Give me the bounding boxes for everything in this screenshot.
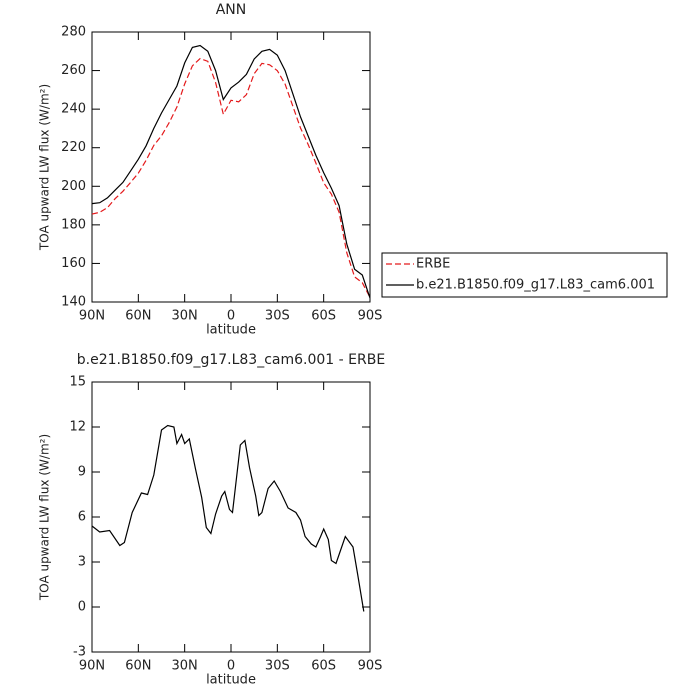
y-tick-label: 280 [61,25,86,40]
x-axis-label: latitude [206,323,256,338]
x-tick-label: 90N [79,309,105,324]
x-tick-label: 30N [172,309,198,324]
data-line [91,424,365,612]
y-tick-label: 0 [78,600,86,615]
chart-title: b.e21.B1850.f09_g17.L83_cam6.001 - ERBE [77,352,385,368]
y-tick-label: 160 [61,256,86,271]
plot-frame [91,381,371,653]
x-tick-label: 30S [265,659,290,674]
y-tick-label: 220 [61,140,86,155]
y-tick-label: 6 [78,510,86,525]
y-axis-label: TOA upward LW flux (W/m²) [38,84,52,251]
y-tick-label: -3 [73,645,86,660]
legend-box [381,252,668,298]
x-axis-label: latitude [206,673,256,688]
x-tick-label: 60S [311,659,336,674]
data-line [91,57,371,298]
legend-label: b.e21.B1850.f09_g17.L83_cam6.001 [416,278,655,293]
x-tick-label: 90N [79,659,105,674]
y-tick-label: 200 [61,179,86,194]
x-tick-label: 90S [358,659,383,674]
y-tick-label: 180 [61,217,86,232]
y-tick-label: 12 [69,420,86,435]
y-tick-label: 140 [61,295,86,310]
x-tick-label: 60N [125,309,151,324]
x-tick-label: 60N [125,659,151,674]
y-tick-label: 15 [69,375,86,390]
x-tick-label: 0 [227,309,235,324]
x-tick-label: 90S [358,309,383,324]
x-tick-label: 0 [227,659,235,674]
x-tick-label: 30N [172,659,198,674]
y-tick-label: 260 [61,63,86,78]
y-tick-label: 240 [61,102,86,117]
data-line [91,44,371,299]
x-tick-label: 30S [265,309,290,324]
legend-label: ERBE [416,257,450,272]
y-tick-label: 9 [78,465,86,480]
x-tick-label: 60S [311,309,336,324]
plot-frame [91,31,371,303]
y-axis-label: TOA upward LW flux (W/m²) [38,434,52,601]
y-tick-label: 3 [78,555,86,570]
chart-title: ANN [216,2,247,18]
